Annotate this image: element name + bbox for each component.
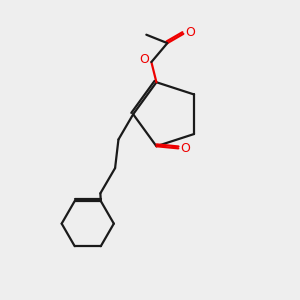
Text: O: O: [181, 142, 190, 155]
Text: O: O: [139, 53, 149, 66]
Text: O: O: [186, 26, 195, 39]
